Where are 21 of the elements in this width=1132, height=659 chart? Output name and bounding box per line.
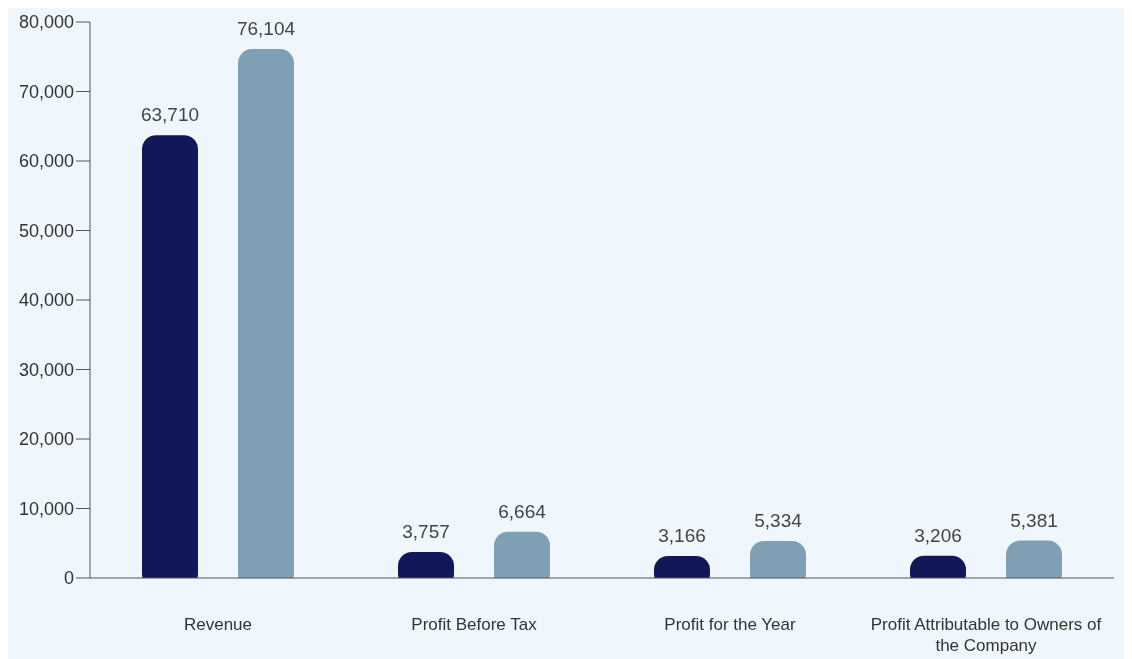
data-label: 76,104 xyxy=(236,18,296,40)
y-tick-label: 10,000 xyxy=(18,498,74,519)
x-tick-label: Revenue xyxy=(183,615,253,634)
data-label: 6,664 xyxy=(498,500,547,522)
y-tick-label: 0 xyxy=(63,568,74,589)
data-label: 5,334 xyxy=(754,509,803,531)
data-label: 3,166 xyxy=(658,525,706,546)
data-label: 3,206 xyxy=(914,524,962,546)
x-tick-label: Profit Attributable to Owners of the Company xyxy=(870,615,1102,655)
data-label: 5,381 xyxy=(1010,509,1058,531)
x-tick-label: Profit Before Tax xyxy=(411,615,538,634)
data-label: 3,757 xyxy=(402,520,450,542)
y-tick-label: 50,000 xyxy=(18,220,74,241)
y-tick-label: 30,000 xyxy=(18,359,74,380)
y-tick-label: 20,000 xyxy=(18,429,74,450)
data-label: 63,710 xyxy=(140,104,200,126)
y-tick-label: 40,000 xyxy=(18,290,74,311)
y-tick-label: 80,000 xyxy=(18,12,74,33)
y-tick-label: 70,000 xyxy=(18,81,74,102)
x-tick-label: Profit for the Year xyxy=(664,615,797,634)
y-tick-label: 60,000 xyxy=(18,151,74,172)
